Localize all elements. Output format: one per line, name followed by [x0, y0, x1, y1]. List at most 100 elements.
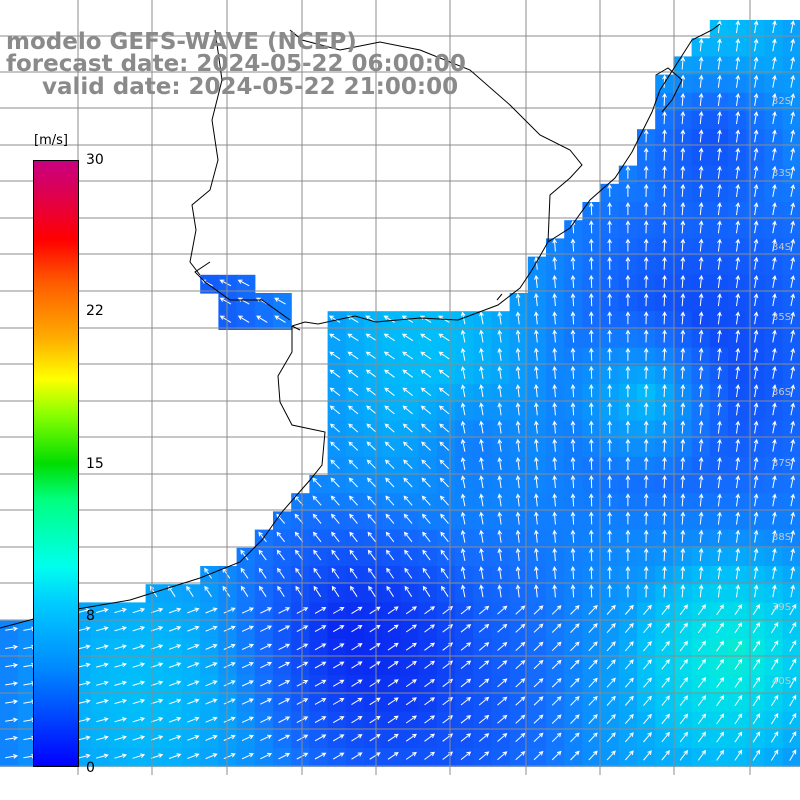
wind-arrow — [96, 735, 109, 741]
wind-arrow — [386, 585, 394, 597]
wind-arrow — [552, 274, 558, 288]
wind-arrow — [347, 405, 359, 415]
wind-arrow — [770, 640, 779, 652]
wind-arrow — [698, 311, 704, 325]
wind-arrow — [438, 333, 450, 342]
wind-arrow — [698, 402, 704, 416]
wind-arrow — [460, 715, 472, 724]
wind-arrow — [223, 607, 236, 614]
wind-arrow — [369, 734, 381, 742]
wind-arrow — [790, 311, 795, 325]
wind-arrow — [662, 311, 667, 325]
wind-arrow — [753, 20, 759, 34]
wind-arrow — [717, 129, 722, 143]
wind-arrow — [790, 293, 795, 307]
wind-arrow — [460, 733, 472, 742]
wind-arrow — [570, 475, 576, 489]
wind-arrow — [735, 20, 741, 34]
wind-arrow — [515, 420, 521, 434]
wind-arrow — [552, 547, 558, 561]
wind-arrow — [625, 420, 631, 434]
wind-arrow — [570, 256, 576, 270]
wind-arrow — [460, 511, 466, 525]
wind-arrow — [534, 293, 539, 307]
wind-arrow — [717, 420, 722, 434]
wind-arrow — [385, 531, 395, 543]
wind-arrow — [716, 749, 725, 761]
wind-arrow — [150, 644, 164, 650]
wind-arrow — [770, 694, 779, 707]
wind-arrow — [735, 238, 741, 252]
wind-arrow — [132, 680, 146, 686]
wind-arrow — [278, 661, 291, 669]
wind-arrow — [424, 733, 436, 742]
wind-arrow — [349, 531, 358, 543]
wind-arrow — [533, 678, 544, 688]
wind-arrow — [772, 38, 777, 52]
wind-arrow — [241, 734, 254, 742]
wind-arrow — [662, 183, 667, 197]
wind-arrow — [753, 566, 759, 580]
wind-arrow — [643, 202, 649, 216]
wind-arrow — [551, 623, 562, 633]
wind-arrow — [552, 511, 558, 525]
wind-arrow — [278, 625, 291, 632]
wind-arrow — [205, 734, 218, 741]
wind-arrow — [552, 293, 558, 307]
wind-arrow — [479, 456, 484, 470]
wind-arrow — [551, 659, 562, 670]
wind-arrow — [789, 731, 797, 743]
wind-arrow — [625, 511, 631, 525]
wind-arrow — [515, 347, 521, 361]
wind-arrow — [662, 202, 667, 216]
wind-arrow — [790, 129, 795, 143]
wind-arrow — [588, 641, 598, 652]
wind-arrow — [349, 513, 358, 524]
wind-arrow — [698, 529, 704, 543]
wind-arrow — [515, 511, 521, 525]
wind-arrow — [680, 420, 686, 434]
wind-arrow — [662, 347, 667, 361]
wind-arrow — [698, 238, 704, 252]
wind-arrow — [625, 256, 631, 270]
wind-arrow — [717, 329, 722, 343]
wind-arrow — [662, 456, 667, 470]
wind-arrow — [662, 74, 667, 88]
wind-arrow — [552, 456, 558, 470]
wind-arrow — [752, 603, 761, 616]
wind-arrow — [515, 475, 521, 489]
wind-arrow — [96, 608, 109, 613]
wind-arrow — [351, 734, 363, 742]
wind-arrow — [114, 626, 128, 632]
wind-arrow — [369, 624, 381, 633]
wind-arrow — [772, 183, 777, 197]
wind-arrow — [205, 607, 218, 614]
wind-arrow — [314, 752, 327, 760]
wind-arrow — [551, 641, 562, 652]
wind-arrow — [438, 405, 450, 415]
wind-arrow — [698, 74, 704, 88]
wind-arrow — [772, 384, 777, 398]
wind-arrow — [219, 315, 232, 323]
wind-arrow — [150, 607, 164, 614]
wind-arrow — [240, 567, 249, 579]
wind-arrow — [460, 366, 466, 379]
wind-arrow — [479, 511, 484, 525]
wind-arrow — [789, 640, 797, 652]
wind-arrow — [772, 584, 777, 598]
wind-arrow — [717, 20, 722, 34]
wind-arrow — [168, 716, 182, 723]
wind-arrow — [77, 608, 91, 613]
wind-arrow — [772, 293, 777, 307]
wind-arrow — [132, 662, 146, 668]
border-lines — [189, 29, 683, 276]
wind-arrow — [5, 699, 19, 705]
wind-arrow — [570, 347, 576, 361]
wind-arrow — [132, 735, 146, 741]
wind-arrow — [422, 531, 431, 543]
wind-arrow — [588, 402, 594, 416]
wind-arrow — [168, 585, 176, 597]
wind-arrow — [497, 714, 508, 724]
wind-arrow — [168, 753, 182, 759]
wind-arrow — [770, 713, 779, 725]
